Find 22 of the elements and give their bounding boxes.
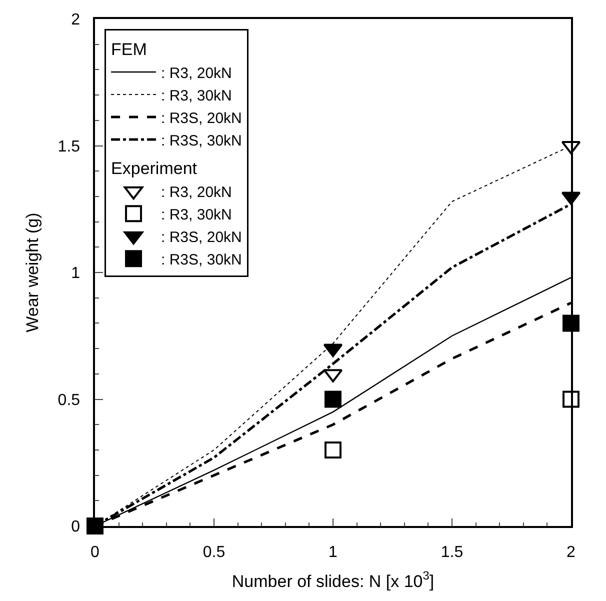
annotation: Experiment <box>111 158 198 178</box>
x-tick-label: 1 <box>328 544 338 561</box>
legend-label: : R3S, 30kN <box>161 132 242 150</box>
legend-label: : R3, 30kN <box>161 206 232 224</box>
y-tick-label: 1.5 <box>58 138 80 156</box>
x-tick-label: 0 <box>90 544 100 561</box>
y-tick-label: 1 <box>71 265 80 282</box>
y-tick-label: 2 <box>71 12 80 29</box>
y-tick-label: 0 <box>71 518 80 536</box>
legend-label: : R3S, 20kN <box>161 110 242 127</box>
x-tick-label: 1.5 <box>440 544 464 561</box>
legend-label: : R3, 30kN <box>161 87 232 104</box>
x-tick-label: 0.5 <box>202 544 226 561</box>
y-tick-label: 0.5 <box>58 392 80 409</box>
annotation: FEM <box>111 40 147 59</box>
y-axis-title: Wear weight (g) <box>22 212 42 332</box>
legend-label: : R3, 20kN <box>161 184 232 201</box>
legend-label: : R3S, 20kN <box>161 228 242 246</box>
legend-label: : R3, 20kN <box>161 64 232 82</box>
legend-label: : R3S, 30kN <box>161 251 242 268</box>
x-axis-title: Number of slides: N [x 10$^{3}$] <box>232 568 434 591</box>
x-tick-label: 2 <box>566 544 576 561</box>
